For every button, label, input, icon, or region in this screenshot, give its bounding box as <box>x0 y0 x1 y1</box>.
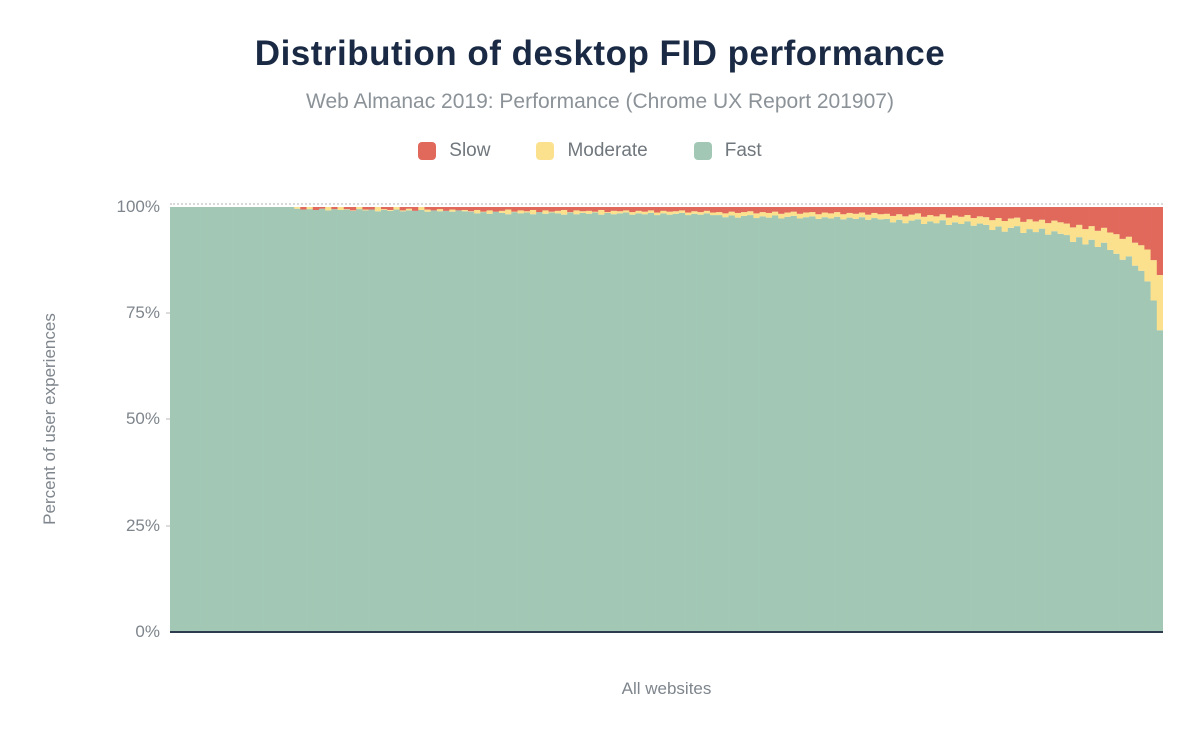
legend-label-moderate: Moderate <box>567 140 648 161</box>
y-axis-title: Percent of user experiences <box>40 313 59 525</box>
y-axis-tick-25 <box>166 525 171 527</box>
legend-item-fast: Fast <box>693 140 762 162</box>
legend-item-moderate: Moderate <box>536 140 648 162</box>
chart-area <box>170 207 1163 632</box>
legend-label-fast: Fast <box>724 140 762 161</box>
y-tick-label-0: 0% <box>135 622 160 641</box>
y-tick-label-50: 50% <box>125 409 160 428</box>
y-tick-label-75: 75% <box>125 303 160 322</box>
legend-item-slow: Slow <box>418 140 490 162</box>
fast-swatch-icon <box>693 142 712 160</box>
y-axis-tick-50 <box>166 418 171 420</box>
slow-swatch-icon <box>418 142 437 160</box>
y-tick-label-100: 100% <box>116 197 160 216</box>
gridline-100-percent <box>170 203 1163 205</box>
y-tick-label-25: 25% <box>125 516 160 535</box>
x-axis-line <box>170 631 1163 633</box>
chart-subtitle: Web Almanac 2019: Performance (Chrome UX… <box>306 90 894 113</box>
stacked-distribution-plot <box>170 203 1163 632</box>
legend: Slow Moderate Fast <box>0 140 1180 162</box>
moderate-swatch-icon <box>536 142 555 160</box>
legend-label-slow: Slow <box>449 140 491 161</box>
y-axis-tick-75 <box>166 312 171 314</box>
chart-title: Distribution of desktop FID performance <box>254 34 946 73</box>
x-axis-label: All websites <box>621 679 712 698</box>
